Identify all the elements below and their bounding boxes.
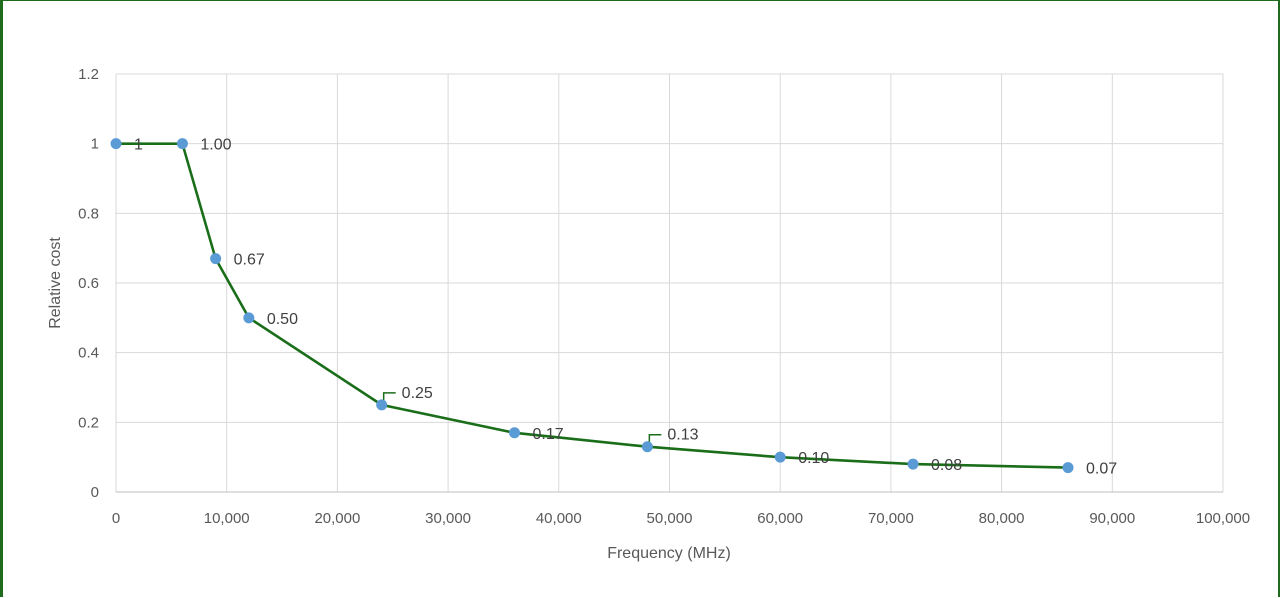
y-tick-label: 0.6 [78, 275, 99, 292]
line-chart: 0 10,000 20,000 30,000 40,000 50,000 60,000 70,… [47, 66, 1250, 562]
data-label: 1.00 [200, 137, 231, 154]
data-point [641, 441, 653, 453]
data-label: 0.07 [1086, 461, 1117, 478]
x-tick-label: 20,000 [314, 510, 360, 527]
x-tick-label: 90,000 [1089, 510, 1135, 527]
x-tick-label: 10,000 [204, 510, 250, 527]
y-axis-title: Relative cost [47, 237, 64, 329]
y-tick-label: 1.2 [78, 66, 99, 83]
data-label: 0.67 [234, 252, 265, 269]
x-tick-label: 100,000 [1196, 510, 1250, 527]
series-line [116, 142, 1069, 469]
y-axis: 0 0.2 0.4 0.6 0.8 1 1.2 [78, 66, 99, 501]
leader-line [382, 392, 396, 400]
x-axis-title: Frequency (MHz) [607, 545, 731, 562]
data-point [1062, 462, 1074, 474]
data-label: 0.50 [267, 311, 298, 328]
x-tick-label: 30,000 [425, 510, 471, 527]
x-tick-label: 60,000 [757, 510, 803, 527]
data-point [110, 138, 122, 150]
x-tick-label: 80,000 [979, 510, 1025, 527]
data-label: 0.13 [667, 427, 698, 444]
data-label: 1 [134, 137, 143, 154]
data-label: 0.10 [798, 450, 829, 467]
data-point [907, 458, 919, 470]
y-tick-label: 0 [91, 484, 99, 501]
data-point [243, 312, 255, 324]
y-tick-label: 0.8 [78, 205, 99, 222]
data-label: 0.08 [931, 457, 962, 474]
data-point [210, 253, 222, 265]
x-tick-label: 0 [112, 510, 120, 527]
data-point [376, 399, 388, 411]
leader-line [648, 433, 662, 442]
x-tick-label: 40,000 [536, 510, 582, 527]
y-tick-label: 0.2 [78, 414, 99, 431]
data-label: 0.25 [402, 385, 433, 402]
data-point [509, 427, 521, 439]
x-axis: 0 10,000 20,000 30,000 40,000 50,000 60,000 70,… [112, 510, 1250, 527]
data-point [176, 138, 188, 150]
data-labels: 1 1.00 0.67 0.50 0.25 0.17 0.13 0.10 0.08 0.07 [134, 137, 1117, 478]
series-line-group [116, 142, 1069, 469]
data-markers [110, 138, 1074, 474]
y-tick-label: 0.4 [78, 345, 99, 362]
data-point [774, 451, 786, 463]
x-tick-label: 70,000 [868, 510, 914, 527]
data-label: 0.17 [533, 426, 564, 443]
y-tick-label: 1 [91, 136, 99, 153]
x-tick-label: 50,000 [647, 510, 693, 527]
